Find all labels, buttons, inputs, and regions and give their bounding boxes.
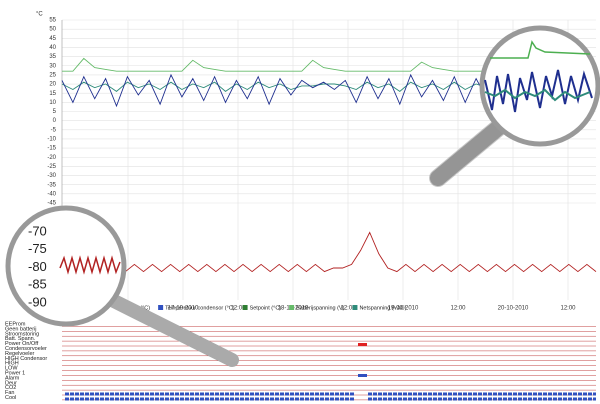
x-tick-label: 19-10-2010 (388, 306, 419, 312)
y-tick-label: 40 (49, 45, 56, 51)
y-tick-label: 50 (49, 27, 56, 33)
y-tick-label: -25 (47, 164, 56, 170)
y-tick-label: -40 (47, 191, 56, 197)
zoom-line (490, 40, 591, 59)
y-tick-label: -30 (47, 173, 56, 179)
legend-swatch (158, 305, 164, 310)
y-tick-label: 20 (49, 82, 56, 88)
status-label: Condensorvoeler (5, 346, 47, 352)
status-label: Geen batterij (5, 326, 37, 332)
status-label: Fan (5, 390, 14, 396)
magnifier: -70 -75 -80 -85 -90 (5, 205, 239, 367)
zoom-line (59, 255, 121, 275)
zoom-tick-label: -75 (28, 241, 47, 256)
zoom-labels: -70 -75 -80 -85 -90 (28, 223, 47, 309)
zoom-tick-label: -85 (28, 277, 47, 292)
y-tick-label: 10 (49, 100, 56, 106)
y-tick-label: -5 (51, 127, 57, 133)
status-label: Deur (5, 380, 17, 386)
status-label: Regelvoeler (5, 351, 35, 357)
y-tick-label: -15 (47, 146, 56, 152)
status-label: EEProm (5, 321, 26, 327)
magnifier-handle (430, 120, 506, 186)
power-marker (358, 343, 367, 346)
status-label: LOW (5, 366, 18, 372)
y-tick-label: 45 (49, 36, 56, 42)
zoom-line (484, 69, 593, 113)
status-label: HIGH Condensor (5, 356, 47, 362)
y-tick-label: 0 (53, 118, 57, 124)
y-tick-label: 15 (49, 91, 56, 97)
x-tick-label: 12:00 (340, 306, 356, 312)
y-tick-label: -10 (47, 137, 56, 143)
status-label: HIGH (5, 361, 19, 367)
x-tick-label: 12:00 (230, 306, 246, 312)
x-tick-label: 17-10-2010 (168, 306, 199, 312)
y-tick-label: -35 (47, 182, 56, 188)
status-label: Batt. Spann. (5, 336, 36, 342)
status-label: Power On/Off (5, 341, 39, 347)
zoom-tick-label: -80 (28, 259, 47, 274)
legend-swatch (289, 305, 295, 310)
legend-label: Setpoint (°C) (250, 305, 282, 311)
lower-line (61, 231, 597, 273)
magnifier (429, 25, 600, 187)
x-tick-label: 20-10-2010 (498, 306, 529, 312)
power1-marker (358, 374, 367, 377)
legend-swatch (242, 305, 248, 310)
zoom-tick-label: -90 (28, 294, 47, 309)
y-tick-label: 5 (53, 109, 57, 115)
legend-label: Netspanning (VAC) (359, 305, 406, 311)
y-tick-label: -45 (47, 201, 56, 207)
y-tick-label: 55 (49, 18, 56, 24)
status-label: Alarm (5, 375, 20, 381)
x-tick-label: 12:00 (450, 306, 466, 312)
zoom-line (484, 88, 591, 102)
magnifier-lens (479, 25, 600, 147)
x-tick-label: 12:00 (560, 306, 576, 312)
y-tick-label: -20 (47, 155, 56, 161)
y-tick-label: 30 (49, 63, 56, 69)
legend-label: Temperatuur condensor (°C) (165, 305, 235, 311)
unit-label: °C (36, 12, 43, 18)
status-label: CO2 (5, 385, 16, 391)
legend-label: Batterijspanning (V) (296, 305, 344, 311)
status-label: Power 1 (5, 370, 25, 376)
status-label: Cool (5, 395, 16, 401)
y-tick-label: 35 (49, 54, 56, 60)
magnifier-handle-edge (429, 119, 507, 187)
magnifier-handle (105, 293, 239, 367)
y-tick-label: 25 (49, 72, 56, 78)
legend-swatch (352, 305, 358, 310)
zoom-tick-label: -70 (28, 223, 47, 238)
status-label: Stroomstoring (5, 331, 39, 337)
